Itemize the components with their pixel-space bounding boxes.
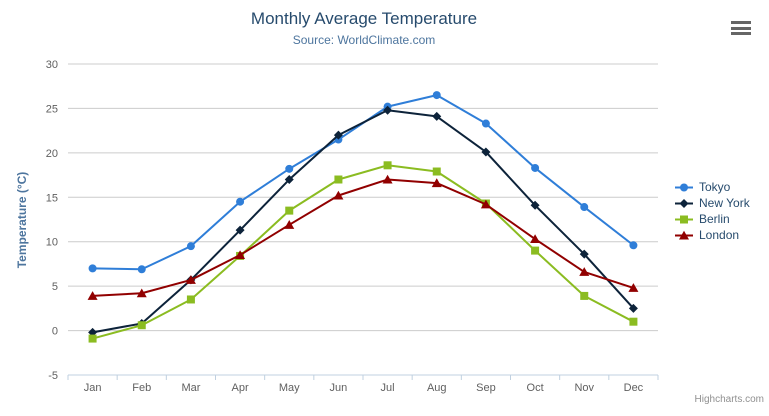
data-point[interactable] xyxy=(432,167,441,176)
series-tokyo[interactable] xyxy=(88,91,638,274)
x-tick-label: Dec xyxy=(624,382,644,394)
data-point[interactable] xyxy=(285,164,294,173)
y-tick-label: 0 xyxy=(52,326,58,338)
data-point[interactable] xyxy=(531,163,540,172)
legend-item-tokyo[interactable]: Tokyo xyxy=(674,179,750,195)
y-tick-label: 25 xyxy=(46,103,58,115)
diamond-marker-icon xyxy=(675,198,693,208)
y-axis-title: Temperature (°C) xyxy=(15,172,29,269)
x-tick-label: Feb xyxy=(132,382,151,394)
data-point[interactable] xyxy=(185,275,196,284)
data-point[interactable] xyxy=(186,242,195,251)
chart-subtitle: Source: WorldClimate.com xyxy=(292,33,436,47)
data-point[interactable] xyxy=(383,161,392,170)
hamburger-bar xyxy=(731,26,751,30)
legend: Tokyo New York Berlin London xyxy=(674,179,750,243)
y-tick-label: 20 xyxy=(46,148,58,160)
triangle-marker-icon xyxy=(675,230,693,239)
data-point[interactable] xyxy=(236,197,245,206)
data-point[interactable] xyxy=(87,291,98,300)
x-tick-label: Oct xyxy=(527,382,544,394)
data-point[interactable] xyxy=(333,190,344,200)
y-tick-label: 15 xyxy=(46,192,58,204)
x-tick-label: Jan xyxy=(84,382,102,394)
data-point[interactable] xyxy=(579,249,589,259)
data-point[interactable] xyxy=(382,174,393,184)
legend-item-london[interactable]: London xyxy=(674,227,750,243)
data-point[interactable] xyxy=(284,220,295,229)
data-point[interactable] xyxy=(383,105,393,115)
data-point[interactable] xyxy=(235,225,245,235)
data-point[interactable] xyxy=(579,267,590,276)
data-point[interactable] xyxy=(137,321,146,330)
x-tick-label: Jun xyxy=(330,382,348,394)
data-point[interactable] xyxy=(530,200,540,210)
series-london[interactable] xyxy=(87,174,639,300)
credits-link[interactable]: Highcharts.com xyxy=(694,394,764,405)
hamburger-icon[interactable] xyxy=(731,21,751,36)
series-line xyxy=(91,94,635,271)
data-point[interactable] xyxy=(137,265,146,274)
data-point[interactable] xyxy=(530,234,541,244)
series-line xyxy=(91,164,635,340)
series-new-york[interactable] xyxy=(88,105,638,337)
data-point[interactable] xyxy=(580,291,589,300)
x-tick-label: Nov xyxy=(574,382,594,394)
data-point[interactable] xyxy=(629,317,638,326)
data-point[interactable] xyxy=(481,119,490,128)
x-tick-label: Aug xyxy=(427,382,447,394)
data-point[interactable] xyxy=(432,91,441,100)
data-point[interactable] xyxy=(431,178,442,188)
data-point[interactable] xyxy=(628,283,639,292)
y-tick-label: 10 xyxy=(46,237,58,249)
y-tick-label: 5 xyxy=(52,281,58,293)
legend-item-berlin[interactable]: Berlin xyxy=(674,211,750,227)
y-tick-label: -5 xyxy=(48,370,58,382)
legend-label: London xyxy=(699,228,740,242)
data-point[interactable] xyxy=(628,303,638,313)
data-point[interactable] xyxy=(235,250,246,260)
data-point[interactable] xyxy=(629,241,638,250)
data-point[interactable] xyxy=(580,203,589,212)
x-tick-label: Jul xyxy=(381,382,395,394)
data-point[interactable] xyxy=(334,175,343,184)
data-point[interactable] xyxy=(480,199,491,209)
x-tick-label: Sep xyxy=(476,382,496,394)
y-tick-label: 30 xyxy=(46,59,58,71)
data-point[interactable] xyxy=(186,295,195,304)
x-tick-label: Mar xyxy=(181,382,200,394)
square-marker-icon xyxy=(675,215,693,223)
data-point[interactable] xyxy=(432,111,442,121)
data-point[interactable] xyxy=(88,334,97,343)
x-tick-label: May xyxy=(279,382,300,394)
legend-label: New York xyxy=(699,196,750,210)
series-berlin[interactable] xyxy=(88,161,638,343)
data-point[interactable] xyxy=(333,130,343,140)
hamburger-bar xyxy=(731,32,751,35)
legend-label: Berlin xyxy=(699,212,730,226)
circle-marker-icon xyxy=(675,183,693,191)
data-point[interactable] xyxy=(136,288,147,298)
data-point[interactable] xyxy=(531,246,540,255)
series-line xyxy=(91,178,635,297)
data-point[interactable] xyxy=(284,175,294,185)
legend-item-new-york[interactable]: New York xyxy=(674,195,750,211)
chart-title: Monthly Average Temperature xyxy=(250,9,478,28)
hamburger-bar xyxy=(731,21,751,24)
data-point[interactable] xyxy=(481,147,491,157)
data-point[interactable] xyxy=(285,206,294,215)
legend-label: Tokyo xyxy=(699,180,731,194)
x-tick-label: Apr xyxy=(232,382,249,394)
series-line xyxy=(91,109,635,334)
data-point[interactable] xyxy=(88,264,97,273)
